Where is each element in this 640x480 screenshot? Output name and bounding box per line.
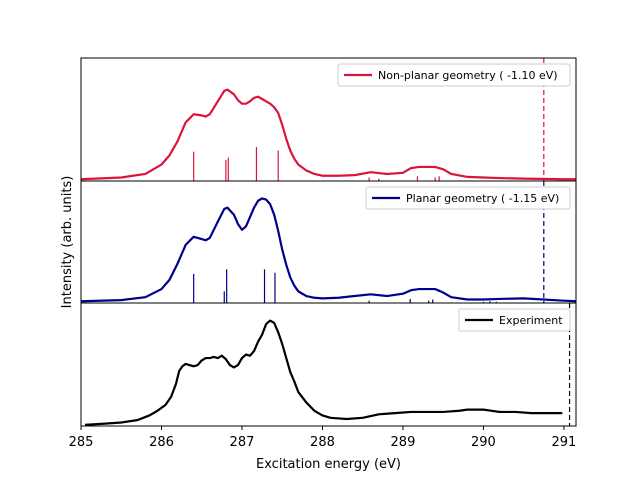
panel-2-spectrum-line bbox=[80, 197, 577, 303]
panel-1-spectrum-line bbox=[80, 88, 576, 181]
x-tick-label-1: 285 bbox=[69, 435, 94, 450]
panel-2-legend-label: Planar geometry ( -1.15 eV) bbox=[406, 192, 559, 205]
panel-3-legend-label: Experiment bbox=[499, 314, 563, 327]
panel-3-frame bbox=[80, 302, 577, 427]
x-tick-label-3: 287 bbox=[230, 435, 255, 450]
panel-2-legend-box bbox=[365, 186, 571, 210]
x-tick-label-2: 286 bbox=[149, 435, 174, 450]
x-tick-label-5: 289 bbox=[391, 435, 416, 450]
x-tick-label-6: 290 bbox=[471, 435, 496, 450]
y-axis-label: Intensity (arb. units) bbox=[60, 176, 75, 309]
x-axis-label: Excitation energy (eV) bbox=[256, 457, 401, 472]
panel-3-legend-box bbox=[458, 308, 571, 332]
plot-area bbox=[81, 58, 576, 426]
x-tick-label-4: 288 bbox=[310, 435, 335, 450]
panel-3-spectrum-line bbox=[84, 319, 563, 426]
panel-1-legend-box bbox=[337, 63, 571, 87]
panel-1-legend-label: Non-planar geometry ( -1.10 eV) bbox=[378, 69, 558, 82]
x-tick-label-7: 291 bbox=[552, 435, 577, 450]
